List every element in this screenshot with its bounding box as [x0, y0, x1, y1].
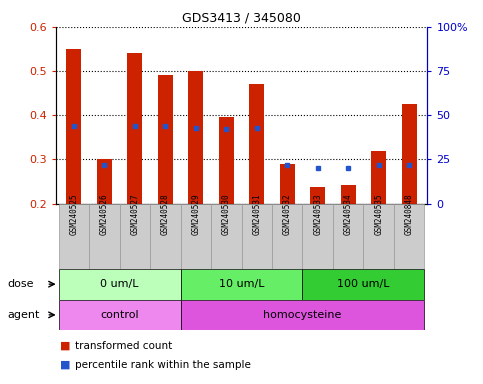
Bar: [58, 204, 89, 269]
Bar: [157, 76, 173, 204]
Text: agent: agent: [7, 310, 40, 320]
Text: 10 um/L: 10 um/L: [219, 279, 264, 289]
Title: GDS3413 / 345080: GDS3413 / 345080: [182, 11, 301, 24]
Text: ■: ■: [60, 341, 71, 351]
Text: 100 um/L: 100 um/L: [337, 279, 390, 289]
Text: GSM240525: GSM240525: [70, 193, 78, 235]
Text: GSM240527: GSM240527: [130, 193, 139, 235]
Bar: [97, 159, 112, 204]
Text: GSM240528: GSM240528: [161, 193, 170, 235]
Bar: [58, 269, 181, 300]
Text: percentile rank within the sample: percentile rank within the sample: [75, 360, 251, 370]
Text: GSM240533: GSM240533: [313, 193, 322, 235]
Bar: [58, 300, 181, 330]
Bar: [127, 53, 142, 204]
Bar: [181, 204, 211, 269]
Bar: [242, 204, 272, 269]
Text: GSM240848: GSM240848: [405, 193, 413, 235]
Text: GSM240534: GSM240534: [344, 193, 353, 235]
Text: GSM240535: GSM240535: [374, 193, 383, 235]
Text: dose: dose: [7, 279, 34, 289]
Bar: [181, 269, 302, 300]
Bar: [120, 204, 150, 269]
Bar: [249, 84, 264, 204]
Bar: [272, 204, 302, 269]
Bar: [66, 49, 82, 204]
Bar: [302, 204, 333, 269]
Text: GSM240531: GSM240531: [252, 193, 261, 235]
Bar: [371, 151, 386, 204]
Text: ■: ■: [60, 360, 71, 370]
Text: control: control: [100, 310, 139, 320]
Bar: [333, 204, 363, 269]
Bar: [341, 185, 356, 204]
Bar: [150, 204, 181, 269]
Bar: [181, 300, 425, 330]
Text: homocysteine: homocysteine: [263, 310, 341, 320]
Text: transformed count: transformed count: [75, 341, 172, 351]
Bar: [211, 204, 242, 269]
Bar: [219, 118, 234, 204]
Text: GSM240532: GSM240532: [283, 193, 292, 235]
Bar: [401, 104, 417, 204]
Bar: [394, 204, 425, 269]
Text: GSM240526: GSM240526: [100, 193, 109, 235]
Bar: [302, 269, 425, 300]
Text: GSM240530: GSM240530: [222, 193, 231, 235]
Text: GSM240529: GSM240529: [191, 193, 200, 235]
Bar: [89, 204, 120, 269]
Text: 0 um/L: 0 um/L: [100, 279, 139, 289]
Bar: [310, 187, 326, 204]
Bar: [280, 164, 295, 204]
Bar: [188, 71, 203, 204]
Bar: [363, 204, 394, 269]
